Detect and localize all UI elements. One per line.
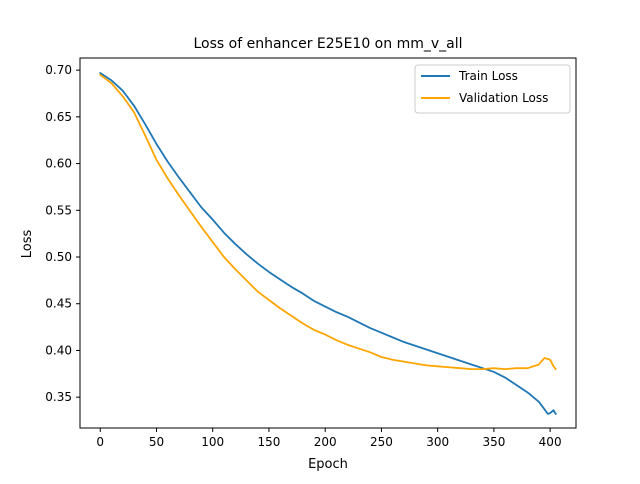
legend-label-train: Train Loss — [458, 69, 518, 83]
x-tick-label: 50 — [149, 435, 164, 449]
train-loss-line — [99, 72, 557, 415]
y-tick-label: 0.55 — [45, 203, 72, 217]
legend: Train Loss Validation Loss — [414, 64, 571, 114]
x-tick-label: 200 — [314, 435, 337, 449]
x-tick-label: 400 — [539, 435, 562, 449]
chart-title: Loss of enhancer E25E10 on mm_v_all — [193, 36, 462, 52]
plot-frame — [79, 57, 577, 429]
validation-loss-line — [99, 73, 557, 371]
plot-area — [79, 57, 577, 429]
y-tick-label: 0.70 — [45, 63, 72, 77]
x-tick-label: 250 — [370, 435, 393, 449]
x-tick-label: 0 — [96, 435, 104, 449]
y-tick-label: 0.65 — [45, 110, 72, 124]
series-layer — [99, 72, 557, 415]
y-axis: 0.35 0.40 0.45 0.50 0.55 0.60 0.65 0.70 — [45, 63, 80, 404]
y-tick-label: 0.50 — [45, 250, 72, 264]
y-tick-label: 0.35 — [45, 390, 72, 404]
y-tick-label: 0.45 — [45, 297, 72, 311]
x-tick-label: 350 — [482, 435, 505, 449]
x-axis: 0 50 100 150 200 250 300 350 400 — [96, 428, 562, 449]
x-tick-label: 300 — [426, 435, 449, 449]
legend-box — [414, 64, 571, 114]
y-tick-label: 0.60 — [45, 157, 72, 171]
legend-label-validation: Validation Loss — [459, 91, 548, 105]
y-tick-label: 0.40 — [45, 343, 72, 357]
x-tick-label: 150 — [257, 435, 280, 449]
y-axis-label: Loss — [20, 230, 35, 259]
x-axis-label: Epoch — [308, 457, 348, 472]
x-tick-label: 100 — [201, 435, 224, 449]
